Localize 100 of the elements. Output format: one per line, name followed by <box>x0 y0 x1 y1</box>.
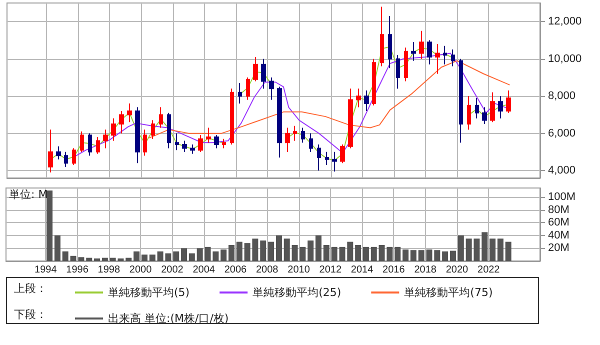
candlestick <box>269 76 274 100</box>
x-tick-label: 2016 <box>382 264 406 276</box>
bar <box>482 232 488 261</box>
candlestick <box>88 132 92 156</box>
candlestick <box>309 132 313 152</box>
candlestick <box>135 106 140 164</box>
candlestick <box>467 96 471 130</box>
bar <box>260 240 266 261</box>
line-series <box>148 60 510 138</box>
bar <box>94 258 100 261</box>
candlestick <box>475 97 479 119</box>
bar <box>276 235 282 261</box>
y-tick-label: 20M <box>548 242 570 254</box>
bar <box>134 251 140 261</box>
candlestick <box>411 42 416 62</box>
candlestick <box>482 106 487 125</box>
legend-title: 下段： <box>14 308 47 321</box>
x-tick-label: 2020 <box>446 264 469 276</box>
y-tick-label: 40M <box>548 229 570 242</box>
bar <box>442 251 448 261</box>
candlestick <box>372 58 376 106</box>
y-tick-label: 60M <box>548 216 570 229</box>
candlestick <box>490 92 495 123</box>
candlestick <box>238 82 242 104</box>
candlestick <box>206 127 211 144</box>
candlestick <box>332 151 337 172</box>
y-tick-label: 80M <box>548 204 570 216</box>
candlestick <box>506 90 511 114</box>
candlestick <box>64 151 68 168</box>
bar <box>308 240 314 261</box>
candlestick <box>459 58 463 144</box>
candlestick <box>348 88 353 149</box>
x-tick-label: 2008 <box>256 264 279 276</box>
bar <box>86 258 92 261</box>
candlestick <box>198 134 203 152</box>
x-tick-label: 1998 <box>98 264 120 276</box>
legend-title: 上段： <box>14 282 47 295</box>
bar <box>497 238 504 261</box>
candlestick <box>103 129 108 149</box>
candlestick <box>222 138 226 149</box>
bar <box>220 249 227 261</box>
bar <box>450 250 456 261</box>
candlestick <box>301 127 305 144</box>
bar <box>126 258 132 261</box>
candlestick <box>214 134 219 149</box>
y-tick-label: 8,000 <box>548 90 576 102</box>
bar <box>410 250 416 261</box>
bar <box>149 254 156 261</box>
bar <box>62 251 68 261</box>
candlestick <box>404 47 408 82</box>
x-tick-label: 1994 <box>34 264 58 276</box>
candlestick <box>246 76 250 100</box>
candlestick <box>96 136 100 154</box>
x-tick-label: 1996 <box>66 264 89 276</box>
bar <box>102 258 108 261</box>
candlestick <box>143 129 147 156</box>
bar <box>181 248 188 261</box>
candlestick <box>167 112 171 149</box>
legend-label: 単純移動平均(5) <box>108 286 190 299</box>
candlestick <box>356 88 361 108</box>
candlestick <box>388 16 392 69</box>
candlestick <box>380 6 384 67</box>
bar <box>268 242 274 261</box>
candlestick <box>119 110 124 134</box>
candlestick <box>364 90 369 112</box>
bar <box>355 244 362 261</box>
bar <box>362 246 369 261</box>
y-tick-label: 4,000 <box>548 164 576 177</box>
y-tick-label: 6,000 <box>548 127 576 140</box>
candlestick <box>419 30 424 60</box>
candlestick <box>253 56 258 82</box>
candlestick <box>427 40 432 65</box>
candlestick <box>317 144 321 172</box>
candlestick <box>435 43 440 74</box>
candlestick <box>277 86 282 158</box>
candlestick <box>293 125 297 142</box>
candlestick <box>261 58 266 90</box>
bar <box>331 246 338 261</box>
x-tick-label: 2010 <box>288 264 310 276</box>
candlestick <box>56 146 61 160</box>
bar <box>505 242 512 261</box>
bar <box>173 251 180 261</box>
x-tick-label: 2006 <box>224 264 248 276</box>
bar <box>196 248 203 261</box>
candlestick <box>182 140 187 152</box>
candlestick <box>451 49 455 67</box>
candlestick <box>340 144 345 164</box>
bar <box>434 250 440 261</box>
legend-label: 単純移動平均(25) <box>252 286 342 299</box>
x-tick-label: 2004 <box>192 264 216 276</box>
bar <box>54 235 60 261</box>
bar <box>228 244 235 261</box>
candlestick <box>72 148 76 166</box>
candlestick <box>190 144 195 154</box>
x-tick-label: 2002 <box>161 264 184 276</box>
legend-label: 出来高 単位:(M株/口/枚) <box>108 312 229 325</box>
x-tick-label: 2012 <box>319 264 342 276</box>
candlestick <box>443 45 447 65</box>
candlestick <box>111 118 116 142</box>
candlestick <box>48 129 53 173</box>
